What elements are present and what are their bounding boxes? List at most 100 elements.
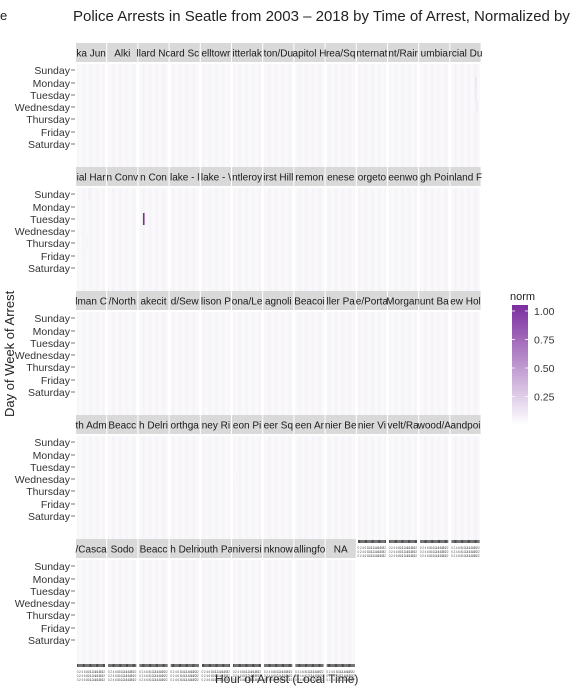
y-tick-label: Thursday xyxy=(26,238,71,250)
facet-strip-label: outh Pa xyxy=(199,545,234,556)
x-tick-label: 10 xyxy=(181,674,185,678)
x-tick-label: 18 xyxy=(440,554,444,558)
x-tick-label: 20 xyxy=(380,550,384,554)
x-tick-label: 0 xyxy=(170,670,172,674)
facet-strip xyxy=(138,415,169,434)
x-tick-label: 0 xyxy=(420,550,422,554)
facet-panel xyxy=(169,560,200,664)
x-tick-label: 8 xyxy=(180,678,182,682)
x-tick-label: 10 xyxy=(212,678,216,682)
x-tick-label: 20 xyxy=(255,678,259,682)
x-tick-label: 4 xyxy=(425,550,427,554)
x-tick-label: 22 xyxy=(351,670,355,674)
x-tick-label: 12 xyxy=(371,550,375,554)
x-tick-label: 8 xyxy=(367,554,369,558)
x-tick-label: 20 xyxy=(255,670,259,674)
x-tick-label: 14 xyxy=(155,670,159,674)
x-tick-label: 0 xyxy=(326,670,328,674)
x-tick-label: 6 xyxy=(271,678,273,682)
x-tick-label: 14 xyxy=(217,678,221,682)
facet-strip xyxy=(200,167,231,186)
x-tick-label: 18 xyxy=(284,674,288,678)
x-tick-label: 4 xyxy=(113,670,115,674)
facet-panel xyxy=(263,64,294,168)
x-tick-label: 4 xyxy=(113,674,115,678)
x-tick-label: 18 xyxy=(471,550,475,554)
x-tick-label: 16 xyxy=(469,550,473,554)
x-tick-label: 2 xyxy=(79,670,81,674)
legend-title: norm xyxy=(510,291,535,303)
x-tick-label: 12 xyxy=(121,670,125,674)
x-tick-label: 4 xyxy=(425,554,427,558)
facet-panel xyxy=(325,188,356,292)
x-tick-label: 8 xyxy=(304,674,306,678)
facet-strip xyxy=(232,291,263,310)
x-tick-label: 14 xyxy=(467,546,471,550)
x-tick-label: 20 xyxy=(349,670,353,674)
x-tick-label: 2 xyxy=(204,678,206,682)
x-tick-label: 12 xyxy=(152,674,156,678)
x-tick-label: 20 xyxy=(193,674,197,678)
facet-strip-label: nknow xyxy=(264,545,294,556)
x-tick-label: 16 xyxy=(313,670,317,674)
x-tick-label: 18 xyxy=(378,550,382,554)
x-tick-label: 18 xyxy=(191,670,195,674)
x-tick-label: 0 xyxy=(201,670,203,674)
x-tick-label: 8 xyxy=(398,554,400,558)
facet-panel xyxy=(200,312,231,416)
x-tick-label: 18 xyxy=(471,546,475,550)
x-tick-label: 8 xyxy=(304,678,306,682)
x-tick-label: 10 xyxy=(275,670,279,674)
x-tick-label: 2 xyxy=(110,678,112,682)
x-tick-label: 16 xyxy=(375,554,379,558)
x-tick-label: 2 xyxy=(391,550,393,554)
x-tick-label: 2 xyxy=(329,670,331,674)
facet-panel xyxy=(138,312,169,416)
facet-strip-label: ew Hol xyxy=(450,297,481,308)
facet-panel xyxy=(419,436,450,540)
y-tick-label: Saturday xyxy=(28,387,71,399)
x-tick-label: 20 xyxy=(162,670,166,674)
facet-strip-label: nier Be xyxy=(325,421,357,432)
x-tick-label: 8 xyxy=(367,546,369,550)
x-tick-label: 18 xyxy=(253,674,257,678)
x-tick-label: 16 xyxy=(157,678,161,682)
x-tick-label: 0 xyxy=(389,554,391,558)
facet-panel xyxy=(356,436,387,540)
x-tick-label: 4 xyxy=(206,670,208,674)
x-tick-label: 2 xyxy=(173,678,175,682)
facet-strip-label: ntleroy xyxy=(232,173,262,184)
facet-strip-label: ona/Le xyxy=(232,297,263,308)
x-tick-label: 10 xyxy=(181,678,185,682)
x-tick-label: 12 xyxy=(90,678,94,682)
facet-strip xyxy=(232,43,263,62)
x-tick-label: 8 xyxy=(180,670,182,674)
facet-strip xyxy=(263,539,294,558)
x-tick-label: 2 xyxy=(79,674,81,678)
x-tick-label: 2 xyxy=(141,678,143,682)
x-tick-label: 22 xyxy=(102,674,106,678)
y-tick-label: Friday xyxy=(41,499,71,511)
x-tick-label: 8 xyxy=(429,554,431,558)
facet-panel xyxy=(76,436,107,540)
y-tick-label: Thursday xyxy=(26,610,71,622)
x-tick-label: 10 xyxy=(462,554,466,558)
x-tick-label: 10 xyxy=(244,678,248,682)
facet-panel xyxy=(419,188,450,292)
facet-strip xyxy=(356,167,387,186)
x-tick-label: 10 xyxy=(337,674,341,678)
facet-strip-label: orthga xyxy=(171,421,200,432)
x-tick-label: 6 xyxy=(209,674,211,678)
x-tick-label: 6 xyxy=(427,554,429,558)
x-tick-label: 16 xyxy=(344,678,348,682)
x-tick-label: 16 xyxy=(438,554,442,558)
x-tick-label: 12 xyxy=(121,678,125,682)
x-tick-label: 16 xyxy=(188,678,192,682)
x-tick-label: 6 xyxy=(396,550,398,554)
x-tick-label: 14 xyxy=(467,550,471,554)
facet-strip xyxy=(356,415,387,434)
x-tick-label: 12 xyxy=(215,678,219,682)
